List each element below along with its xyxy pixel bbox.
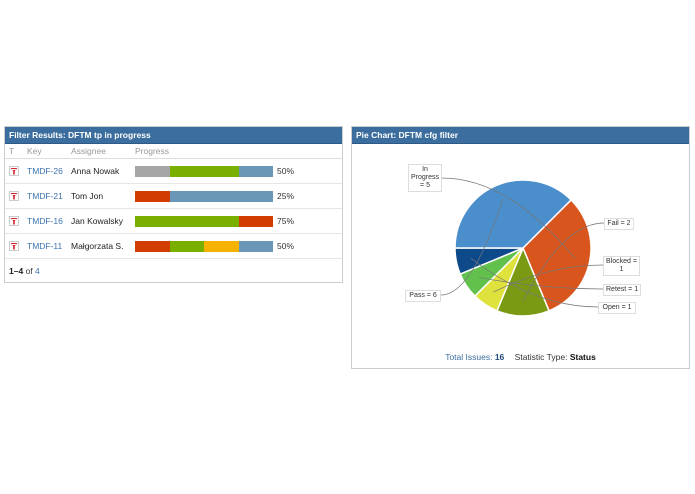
pie-label-retest: Retest = 1 — [603, 284, 642, 296]
progress-segment — [204, 240, 239, 252]
type-cell — [5, 158, 23, 184]
progress-cell: 50% — [131, 158, 342, 184]
total-issues-value: 16 — [494, 352, 505, 362]
label-connector — [441, 177, 576, 259]
col-progress[interactable]: Progress — [131, 144, 342, 159]
progress-cell: 25% — [131, 183, 342, 209]
pie-label-blocked: Blocked = 1 — [603, 256, 640, 276]
issue-key-link[interactable]: TMDF-16 — [27, 216, 63, 226]
progress-cell: 50% — [131, 233, 342, 259]
col-key[interactable]: Key — [23, 144, 67, 159]
label-connector — [522, 222, 605, 302]
progress-segment — [204, 190, 239, 202]
assignee-cell: Jan Kowalsky — [67, 208, 131, 234]
table-row[interactable]: TMDF-26 Anna Nowak 50% — [5, 158, 342, 184]
col-type[interactable]: T — [5, 144, 23, 159]
total-issues-label: Total Issues: — [445, 352, 493, 362]
progress-bar — [135, 240, 273, 252]
progress-segment — [238, 165, 273, 177]
pie-label-in-progress: In Progress = 5 — [408, 164, 443, 192]
pie-slice-in-progress[interactable] — [522, 198, 592, 312]
label-connector — [478, 277, 604, 290]
test-plan-icon — [9, 191, 19, 201]
pie-slice-pass[interactable] — [454, 179, 573, 249]
issue-key-link[interactable]: TMDF-21 — [27, 191, 63, 201]
progress-bar — [135, 190, 273, 202]
type-cell — [5, 233, 23, 259]
test-plan-icon — [9, 241, 19, 251]
progress-segment — [204, 215, 239, 227]
progress-segment — [169, 240, 204, 252]
statistic-type-value: Status — [569, 352, 596, 362]
filter-results-table: T Key Assignee Progress TMDF-26 Anna Now… — [5, 144, 342, 259]
progress-percent: 50% — [277, 241, 295, 251]
test-plan-icon — [9, 166, 19, 176]
issue-key-link[interactable]: TMDF-26 — [27, 166, 63, 176]
col-assignee[interactable]: Assignee — [67, 144, 131, 159]
type-cell — [5, 208, 23, 234]
progress-segment — [238, 215, 273, 227]
progress-segment — [238, 190, 273, 202]
assignee-cell: Anna Nowak — [67, 158, 131, 184]
pie-label-fail: Fail = 2 — [604, 218, 634, 230]
progress-bar — [135, 215, 273, 227]
pager-of: of — [25, 266, 33, 276]
progress-segment — [169, 165, 204, 177]
pie-label-pass: Pass = 6 — [405, 290, 441, 302]
progress-percent: 25% — [277, 191, 295, 201]
pie-chart-title: Pie Chart: DFTM cfg filter — [352, 127, 689, 144]
progress-segment — [135, 165, 170, 177]
progress-segment — [135, 240, 170, 252]
key-cell: TMDF-21 — [23, 183, 67, 209]
pager-total[interactable]: 4 — [35, 266, 40, 276]
progress-cell: 75% — [131, 208, 342, 234]
assignee-cell: Tom Jon — [67, 183, 131, 209]
label-connector — [440, 198, 504, 296]
progress-segment — [135, 190, 170, 202]
pie-chart-panel: Pie Chart: DFTM cfg filter In Progress = 5… — [351, 126, 690, 369]
label-connector — [493, 264, 604, 293]
progress-bar — [135, 165, 273, 177]
issue-key-link[interactable]: TMDF-11 — [27, 241, 63, 251]
statistic-type-label: Statistic Type: — [514, 352, 568, 362]
progress-segment — [169, 190, 204, 202]
key-cell: TMDF-16 — [23, 208, 67, 234]
pie-chart: In Progress = 5 Fail = 2 Blocked = 1 Retest = … — [352, 144, 689, 349]
progress-segment — [238, 240, 273, 252]
pie-footer: Total Issues: 16 Statistic Type: Status — [352, 352, 689, 362]
progress-segment — [169, 215, 204, 227]
test-plan-icon — [9, 216, 19, 226]
table-row[interactable]: TMDF-16 Jan Kowalsky 75% — [5, 208, 342, 234]
filter-results-panel: Filter Results: DFTM tp in progress T Ke… — [4, 126, 343, 283]
progress-percent: 50% — [277, 166, 295, 176]
assignee-cell: Małgorzata S. — [67, 233, 131, 259]
table-row[interactable]: TMDF-21 Tom Jon 25% — [5, 183, 342, 209]
progress-percent: 75% — [277, 216, 295, 226]
pager-range: 1–4 — [9, 266, 24, 276]
key-cell: TMDF-11 — [23, 233, 67, 259]
progress-segment — [204, 165, 239, 177]
pie-chart-svg — [440, 177, 605, 317]
type-cell — [5, 183, 23, 209]
pager: 1–4 of 4 — [5, 259, 342, 283]
filter-results-title: Filter Results: DFTM tp in progress — [5, 127, 342, 144]
key-cell: TMDF-26 — [23, 158, 67, 184]
pie-label-open: Open = 1 — [598, 302, 636, 314]
progress-segment — [135, 215, 170, 227]
table-row[interactable]: TMDF-11 Małgorzata S. 50% — [5, 233, 342, 259]
label-connector — [470, 258, 599, 308]
